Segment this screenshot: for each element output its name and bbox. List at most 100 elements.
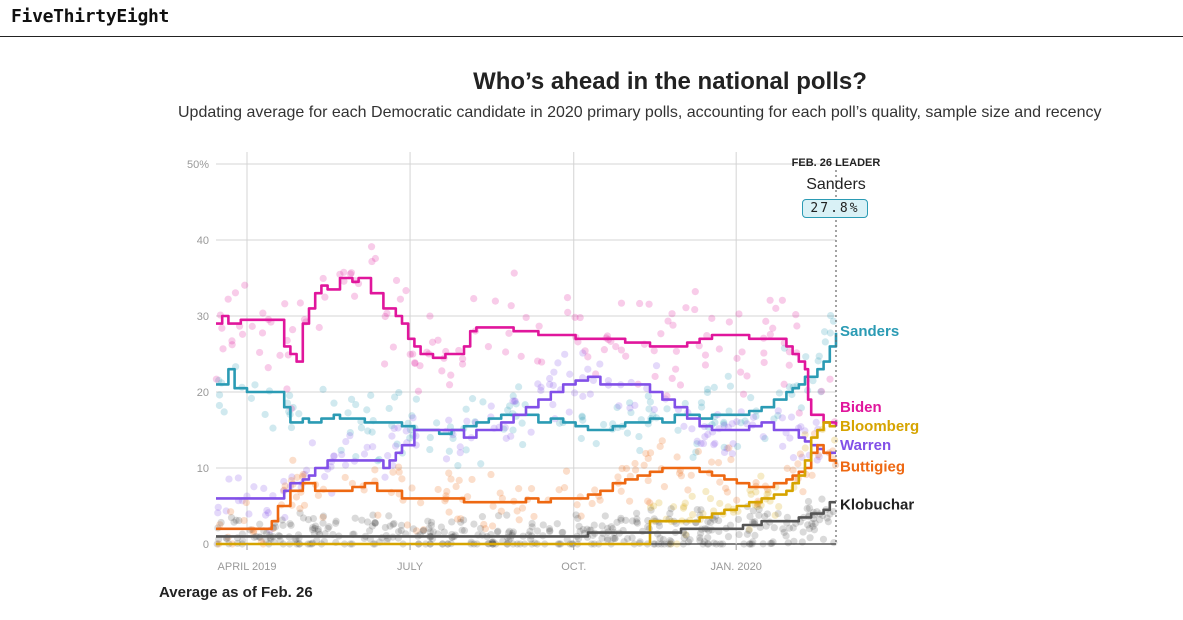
- poll-dot: [368, 428, 376, 436]
- poll-dot: [663, 405, 671, 413]
- poll-dot: [445, 508, 453, 516]
- poll-dot: [256, 348, 264, 357]
- poll-dot: [214, 503, 222, 511]
- y-tick-label: 50%: [187, 159, 209, 171]
- poll-dot: [222, 507, 230, 515]
- poll-dot: [242, 498, 250, 507]
- poll-dot: [663, 392, 671, 400]
- poll-dot: [710, 383, 718, 392]
- poll-dot: [802, 353, 810, 361]
- poll-dot: [363, 443, 371, 451]
- poll-dot: [609, 534, 617, 542]
- poll-dot: [301, 470, 309, 479]
- poll-dot: [739, 390, 748, 398]
- poll-dot: [538, 358, 546, 366]
- poll-dot: [749, 507, 757, 515]
- series-line-biden[interactable]: [216, 276, 838, 427]
- poll-dot: [346, 432, 354, 440]
- poll-dot: [462, 446, 470, 454]
- poll-dot: [509, 426, 517, 434]
- poll-dot: [808, 519, 816, 528]
- poll-dot: [406, 350, 414, 358]
- poll-dot: [220, 408, 228, 416]
- poll-dot: [238, 330, 247, 338]
- poll-dot: [371, 519, 379, 527]
- poll-dot: [667, 540, 675, 548]
- series-line-sanders[interactable]: [216, 332, 838, 436]
- poll-dot: [578, 413, 586, 421]
- poll-dot: [371, 254, 380, 263]
- poll-dot: [358, 516, 366, 524]
- poll-dot: [679, 504, 688, 512]
- poll-dot: [680, 422, 688, 430]
- poll-dot: [672, 365, 680, 373]
- poll-dot: [727, 456, 735, 464]
- poll-dot: [293, 473, 301, 481]
- site-logo[interactable]: FiveThirtyEight: [11, 6, 170, 27]
- poll-dot: [417, 499, 425, 507]
- poll-dot: [708, 458, 716, 466]
- poll-dot: [395, 468, 403, 476]
- poll-dot: [720, 448, 729, 457]
- series-line-buttigieg[interactable]: [216, 443, 838, 531]
- poll-dot: [392, 442, 400, 450]
- poll-dot: [643, 384, 651, 393]
- poll-dot: [357, 424, 366, 432]
- poll-dot: [258, 329, 267, 337]
- poll-dot: [817, 388, 825, 396]
- poll-dot: [302, 466, 311, 474]
- poll-dot: [505, 527, 514, 535]
- series-line-bloomberg[interactable]: [216, 421, 836, 546]
- poll-dot: [735, 530, 743, 539]
- poll-dot: [817, 387, 826, 395]
- poll-dot: [770, 415, 778, 423]
- poll-dot: [429, 528, 437, 536]
- poll-dot: [394, 463, 403, 471]
- poll-dot: [409, 414, 417, 422]
- poll-dot: [734, 515, 743, 524]
- poll-dot: [409, 350, 417, 358]
- poll-dot: [769, 324, 777, 332]
- leader-value-badge: 27.8%: [802, 199, 868, 218]
- poll-dot: [655, 522, 664, 530]
- series-line-klobuchar[interactable]: [216, 500, 836, 538]
- poll-dot: [319, 274, 327, 283]
- poll-dot: [815, 453, 823, 461]
- average-note: Average as of Feb. 26: [159, 584, 313, 601]
- poll-dot: [829, 507, 838, 516]
- poll-dot: [314, 527, 322, 536]
- poll-dot: [522, 313, 530, 322]
- poll-dot: [748, 540, 756, 548]
- poll-dot: [804, 521, 812, 529]
- poll-dot: [494, 527, 502, 535]
- poll-dot: [642, 449, 650, 458]
- chart-subtitle: Updating average for each Democratic can…: [178, 104, 1102, 121]
- poll-dot: [826, 510, 834, 518]
- poll-dot: [424, 517, 432, 525]
- poll-dot: [403, 521, 412, 529]
- poll-dot: [468, 475, 476, 484]
- poll-dot: [779, 442, 787, 450]
- poll-dot: [715, 516, 723, 525]
- poll-dot: [225, 475, 233, 483]
- poll-dot: [505, 536, 513, 544]
- poll-dot: [504, 406, 512, 414]
- poll-dot: [455, 346, 463, 355]
- poll-dot: [227, 514, 236, 522]
- poll-dot: [716, 478, 724, 486]
- poll-dot: [746, 512, 754, 521]
- poll-dot: [445, 381, 454, 389]
- poll-dot: [775, 502, 783, 511]
- poll-dot: [745, 525, 753, 533]
- poll-dot: [611, 534, 619, 543]
- series-line-warren[interactable]: [216, 375, 836, 500]
- poll-dot: [402, 427, 410, 435]
- poll-dot: [692, 448, 700, 456]
- poll-dot: [626, 472, 634, 480]
- poll-dot: [262, 529, 271, 537]
- poll-dot: [288, 473, 296, 481]
- poll-dot: [612, 343, 620, 351]
- poll-dot: [509, 528, 518, 536]
- poll-dot: [743, 530, 751, 538]
